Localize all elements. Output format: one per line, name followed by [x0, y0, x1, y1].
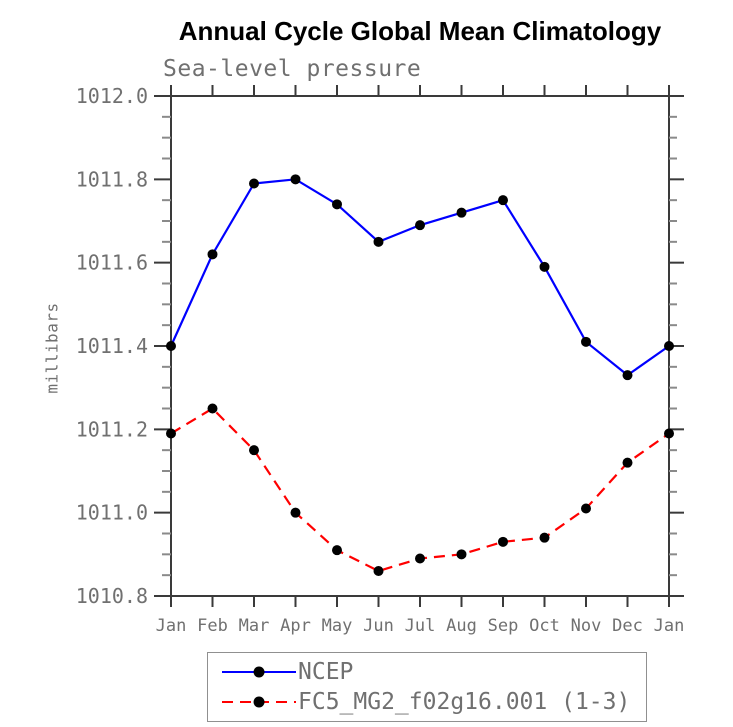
chart-subtitle: Sea-level pressure: [163, 56, 422, 82]
fc5-marker-dot: [539, 532, 550, 543]
y-tick-label: 1011.6: [76, 251, 148, 275]
ncep-line-sample-icon: [222, 666, 296, 678]
x-tick-label: Jul: [405, 616, 436, 636]
ncep-marker-dot: [622, 370, 633, 381]
ncep-marker-dot: [207, 249, 218, 260]
ncep-marker-dot: [332, 199, 342, 210]
x-tick-label: Apr: [280, 616, 311, 636]
fc5-marker-dot: [498, 536, 508, 547]
x-tick-label: Feb: [197, 616, 228, 636]
y-tick-label: 1011.2: [76, 417, 148, 441]
chart-title: Annual Cycle Global Mean Climatology: [178, 16, 662, 46]
legend-item-fc5: FC5_MG2_f02g16.001 (1-3): [222, 688, 646, 715]
x-tick-label: Dec: [612, 616, 643, 636]
x-tick-label: Aug: [446, 616, 477, 636]
x-tick-label: Oct: [529, 616, 560, 636]
fc5-marker-dot: [249, 445, 259, 456]
fc5-line-sample-icon: [222, 696, 296, 708]
fc5-marker-dot: [166, 428, 176, 439]
y-tick-label: 1010.8: [76, 584, 148, 608]
ncep-marker-dot-icon: [253, 666, 265, 678]
ncep-marker-dot: [456, 207, 467, 218]
ncep-marker-dot: [415, 220, 425, 231]
fc5-marker-dot: [456, 549, 467, 560]
legend-label-ncep: NCEP: [298, 658, 354, 685]
y-tick-label: 1012.0: [76, 84, 148, 108]
legend-box: NCEP FC5_MG2_f02g16.001 (1-3): [207, 652, 647, 722]
x-tick-label: Nov: [571, 616, 602, 636]
fc5-marker-dot: [290, 507, 301, 518]
fc5-marker-dot: [373, 566, 384, 576]
ncep-marker-dot: [581, 336, 591, 347]
fc5-marker-dot: [332, 545, 342, 556]
legend-item-ncep: NCEP: [222, 658, 646, 685]
x-tick-label: Mar: [239, 616, 270, 636]
ncep-marker-dot: [373, 236, 384, 247]
x-tick-label: Jan: [156, 616, 187, 636]
fc5-marker-dot: [622, 457, 633, 468]
fc5-marker-dot-icon: [253, 696, 265, 708]
y-tick-label: 1011.0: [76, 501, 148, 525]
fc5-marker-dot: [207, 403, 218, 414]
axis-frame: [170, 95, 670, 597]
fc5-line: [170, 407, 670, 573]
fc5-marker-dot: [415, 553, 425, 564]
y-tick-label: 1011.8: [76, 167, 148, 191]
legend-label-fc5: FC5_MG2_f02g16.001 (1-3): [298, 688, 631, 715]
ncep-marker-dot: [290, 174, 301, 185]
x-tick-label: Sep: [488, 616, 519, 636]
x-tick-label: May: [322, 616, 353, 636]
ncep-marker-dot: [166, 341, 176, 351]
fc5-marker-dot: [664, 428, 674, 439]
ncep-marker-dot: [249, 178, 259, 189]
ncep-marker-dot: [498, 195, 508, 206]
ncep-line: [169, 178, 670, 377]
ncep-marker-dot: [664, 341, 674, 351]
x-tick-label: Jan: [654, 616, 685, 636]
fc5-marker-dot: [581, 503, 591, 514]
ncep-marker-dot: [539, 261, 550, 272]
x-tick-label: Jun: [363, 616, 394, 636]
y-tick-label: 1011.4: [76, 334, 148, 358]
